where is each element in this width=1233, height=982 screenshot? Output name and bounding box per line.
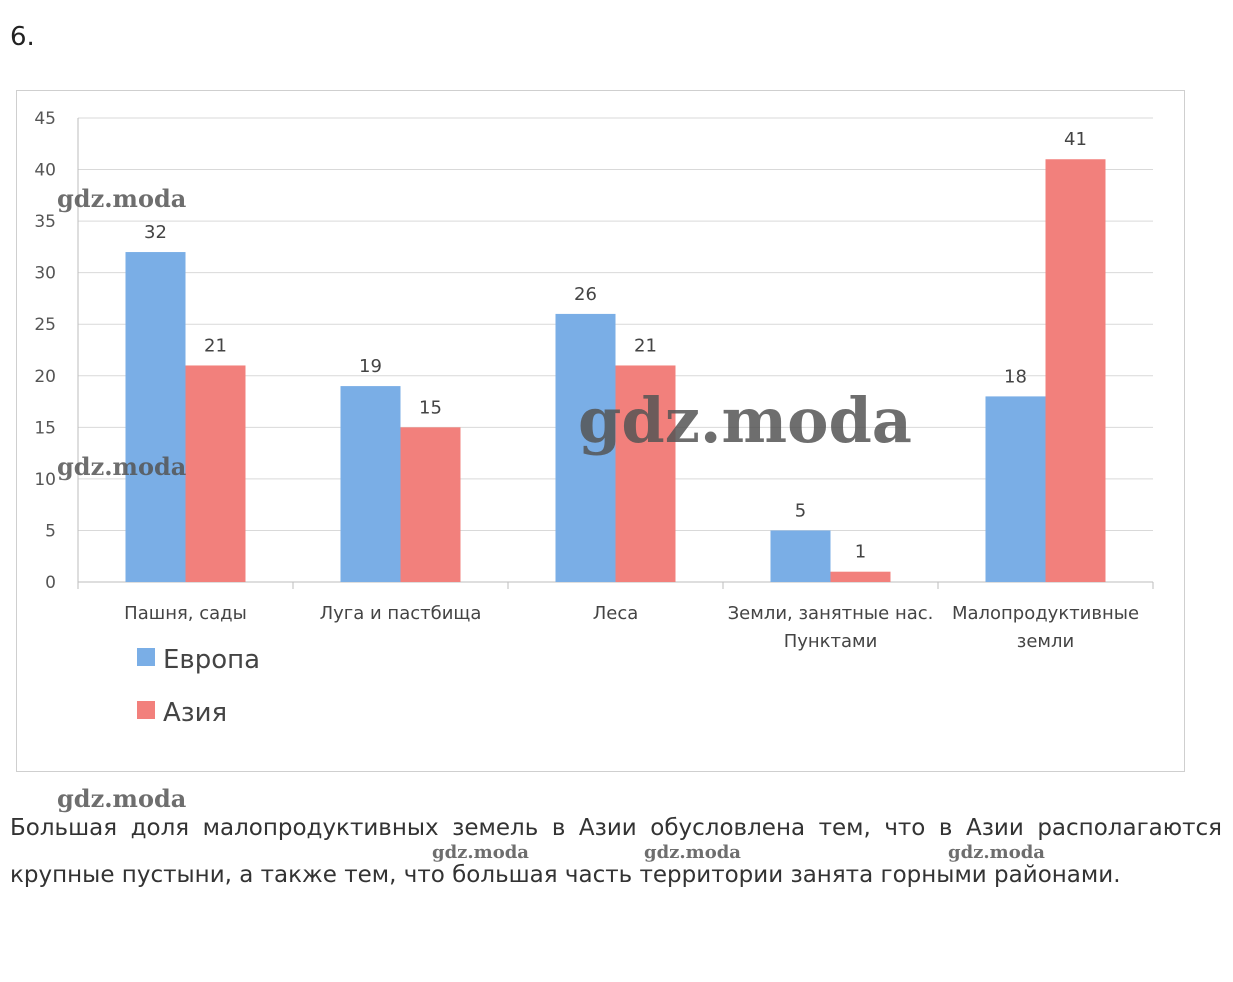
chart-frame: 0 5 10 15 20 25 30 35 40 45 32 21 Пашня, сады 19 15 Луг… [16, 90, 1185, 772]
y-tick-label: 45 [34, 109, 56, 129]
legend-swatch-asia [137, 701, 155, 719]
data-label: 5 [795, 500, 806, 521]
answer-text: Большая доля малопродуктивных земель в А… [10, 815, 1222, 888]
bar-europe [125, 252, 186, 583]
y-tick-label: 0 [45, 573, 56, 593]
legend-label-asia: Азия [163, 698, 227, 728]
data-label: 21 [634, 335, 657, 356]
x-category-label-line: земли [1017, 631, 1074, 652]
y-tick-label: 10 [34, 470, 56, 490]
x-category-label: Пашня, сады [124, 603, 247, 624]
x-category-label-line: Луга и пастбища [320, 603, 482, 624]
x-category-label-line: Пашня, сады [124, 603, 247, 624]
data-label: 1 [855, 542, 866, 563]
bar-asia [185, 365, 246, 582]
y-tick-label: 35 [34, 212, 56, 232]
x-category-label: Малопродуктивные земли [952, 603, 1139, 652]
bar-europe [985, 396, 1046, 582]
x-category-label: Земли, занятные нас. Пунктами [728, 603, 934, 652]
y-tick-label: 30 [34, 264, 56, 284]
bar-europe [770, 530, 831, 582]
x-category-label-line: Земли, занятные нас. [728, 603, 934, 624]
bar-asia [1045, 159, 1106, 582]
data-label: 19 [359, 356, 382, 377]
bar-europe [555, 313, 616, 582]
x-category-label-line: Леса [593, 603, 639, 624]
bar-asia [615, 365, 676, 582]
task-number: 6. [10, 22, 35, 52]
bar-asia [830, 571, 891, 582]
y-tick-label: 5 [45, 521, 56, 541]
data-label: 15 [419, 397, 442, 418]
legend-label-europe: Европа [163, 645, 260, 675]
x-category-label-line: Малопродуктивные [952, 603, 1139, 624]
x-category-label: Леса [593, 603, 639, 624]
x-category-label: Луга и пастбища [320, 603, 482, 624]
bar-asia [400, 427, 461, 582]
x-category-label-line: Пунктами [784, 631, 878, 652]
y-tick-label: 15 [34, 418, 56, 438]
data-label: 41 [1064, 129, 1087, 150]
bar-europe [340, 386, 401, 582]
data-label: 18 [1004, 366, 1027, 387]
legend-swatch-europe [137, 648, 155, 666]
y-tick-label: 40 [34, 161, 56, 181]
data-label: 21 [204, 335, 227, 356]
data-label: 32 [144, 222, 167, 243]
y-tick-label: 25 [34, 315, 56, 335]
data-label: 26 [574, 284, 597, 305]
y-tick-label: 20 [34, 367, 56, 387]
